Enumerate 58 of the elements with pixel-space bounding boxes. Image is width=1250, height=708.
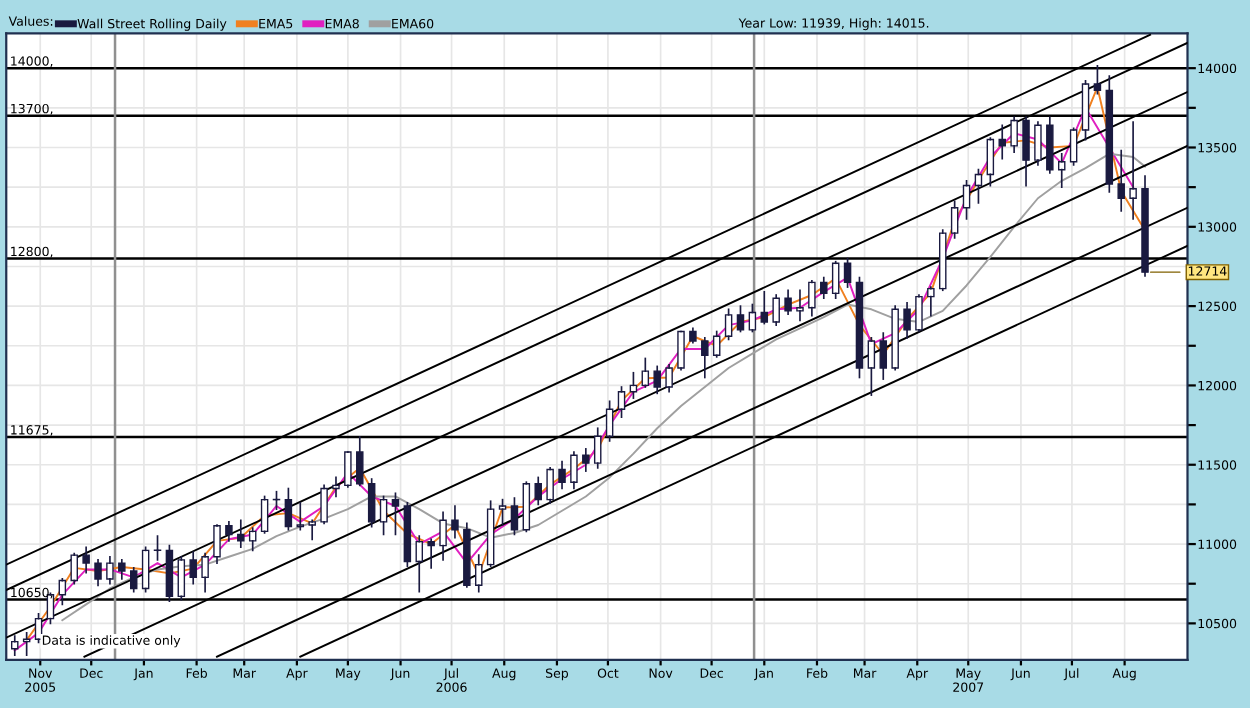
candlestick xyxy=(653,365,661,395)
candlestick xyxy=(1117,149,1125,212)
candlestick xyxy=(1022,116,1030,187)
candlestick xyxy=(891,305,899,371)
candlestick xyxy=(641,357,650,388)
candlestick xyxy=(1010,116,1018,154)
candlestick xyxy=(582,448,590,472)
candlestick xyxy=(213,525,221,564)
candlestick xyxy=(474,554,483,593)
candlestick xyxy=(784,289,792,315)
candlestick xyxy=(534,476,542,506)
candlestick xyxy=(570,451,578,490)
candlestick xyxy=(546,467,554,504)
candlestick xyxy=(1069,127,1078,166)
candlestick xyxy=(938,229,947,292)
candlestick xyxy=(177,555,186,601)
candlestick xyxy=(237,519,245,549)
candlestick xyxy=(701,337,709,379)
candlestick xyxy=(308,519,316,541)
candlestick xyxy=(1034,121,1042,166)
candlestick xyxy=(463,522,471,588)
candlestick xyxy=(593,427,602,469)
candlestick xyxy=(82,546,90,574)
candlestick xyxy=(820,276,828,300)
candlestick xyxy=(118,559,126,580)
candlestick xyxy=(522,481,531,533)
candlestick xyxy=(677,330,685,371)
candlestick xyxy=(867,337,876,396)
candlestick xyxy=(689,327,697,344)
candlestick xyxy=(665,363,673,393)
candlestick xyxy=(320,484,328,525)
candlestick xyxy=(903,302,911,339)
candlestick xyxy=(367,478,376,528)
candlestick xyxy=(415,535,424,593)
candlestick xyxy=(796,289,804,322)
candlestick xyxy=(129,567,138,593)
candlestick xyxy=(225,521,233,542)
candlestick xyxy=(189,551,197,585)
candlestick xyxy=(451,505,459,539)
candlestick xyxy=(70,552,78,585)
candlestick xyxy=(1105,75,1114,193)
candlestick xyxy=(772,294,780,326)
candlestick xyxy=(927,286,935,317)
candlestick xyxy=(356,436,364,487)
candlestick xyxy=(94,559,102,587)
candlestick xyxy=(915,294,923,333)
candlestick xyxy=(106,555,114,585)
candlestick xyxy=(439,511,447,561)
candlestick xyxy=(998,124,1006,160)
candlestick xyxy=(1046,116,1054,174)
candlestick xyxy=(344,451,352,488)
candlestick xyxy=(808,279,816,317)
candlestick xyxy=(558,460,566,490)
candlestick xyxy=(831,260,840,300)
candlestick xyxy=(879,332,888,380)
candlestick xyxy=(201,552,209,593)
candlestick xyxy=(1141,175,1149,277)
candlestick xyxy=(1129,121,1137,220)
